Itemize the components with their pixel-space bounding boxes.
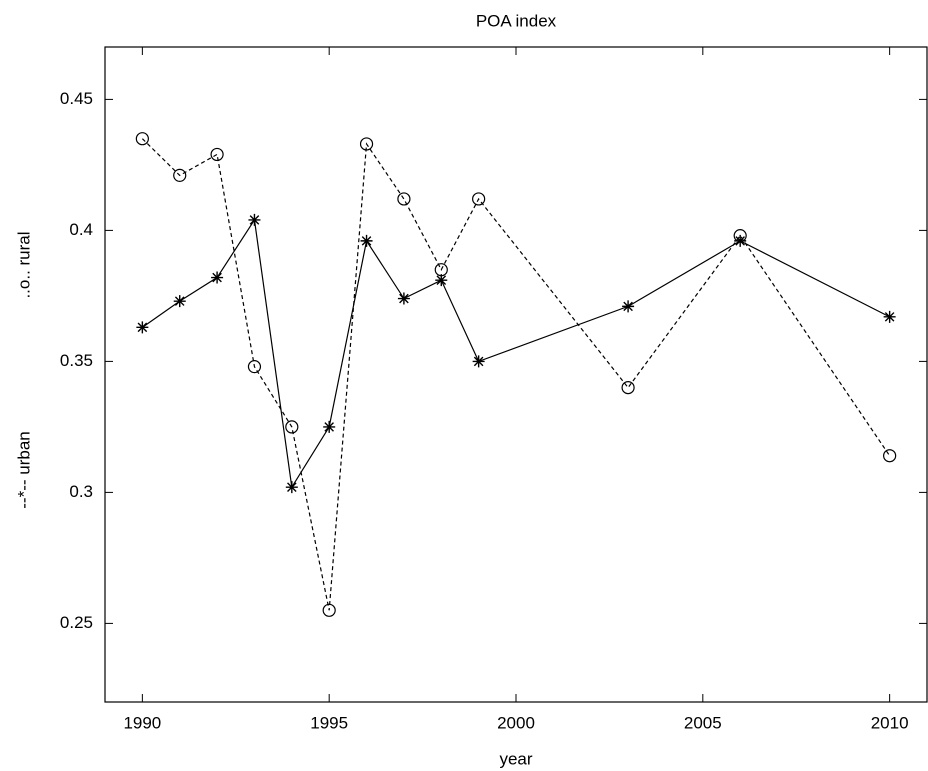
y-tick-label: 0.45 <box>60 89 93 108</box>
x-tick-label: 1990 <box>123 713 161 732</box>
marker <box>621 381 635 395</box>
marker <box>397 292 410 305</box>
marker <box>285 420 299 434</box>
marker <box>883 449 897 463</box>
marker <box>734 234 747 247</box>
marker <box>136 321 149 334</box>
x-axis-label: year <box>499 749 532 768</box>
marker <box>360 234 373 247</box>
x-tick-label: 2010 <box>871 713 909 732</box>
marker <box>359 137 374 151</box>
marker <box>622 300 635 313</box>
y-axis-label: ..o.. rural <box>14 231 33 298</box>
x-tick-label: 1995 <box>310 713 348 732</box>
x-tick-label: 2005 <box>684 713 722 732</box>
marker <box>883 310 896 323</box>
x-tick-label: 2000 <box>497 713 535 732</box>
marker <box>322 603 336 617</box>
chart-title: POA index <box>476 11 557 30</box>
y-tick-label: 0.35 <box>60 351 93 370</box>
y-tick-label: 0.3 <box>69 482 93 501</box>
marker <box>434 263 448 277</box>
series-line <box>141 138 891 611</box>
y-tick-label: 0.4 <box>69 220 93 239</box>
y-tick-label: 0.25 <box>60 613 93 632</box>
marker <box>435 274 448 287</box>
marker <box>472 355 485 368</box>
marker <box>210 147 224 162</box>
marker <box>247 360 262 374</box>
marker <box>173 168 187 182</box>
marker <box>211 271 224 284</box>
marker <box>397 192 411 206</box>
marker <box>323 420 336 433</box>
marker <box>173 295 186 308</box>
marker <box>472 192 486 206</box>
marker <box>135 132 149 146</box>
marker <box>733 229 747 243</box>
marker <box>285 481 298 494</box>
y-axis-label: --*-- urban <box>14 431 33 508</box>
marker <box>248 213 261 226</box>
